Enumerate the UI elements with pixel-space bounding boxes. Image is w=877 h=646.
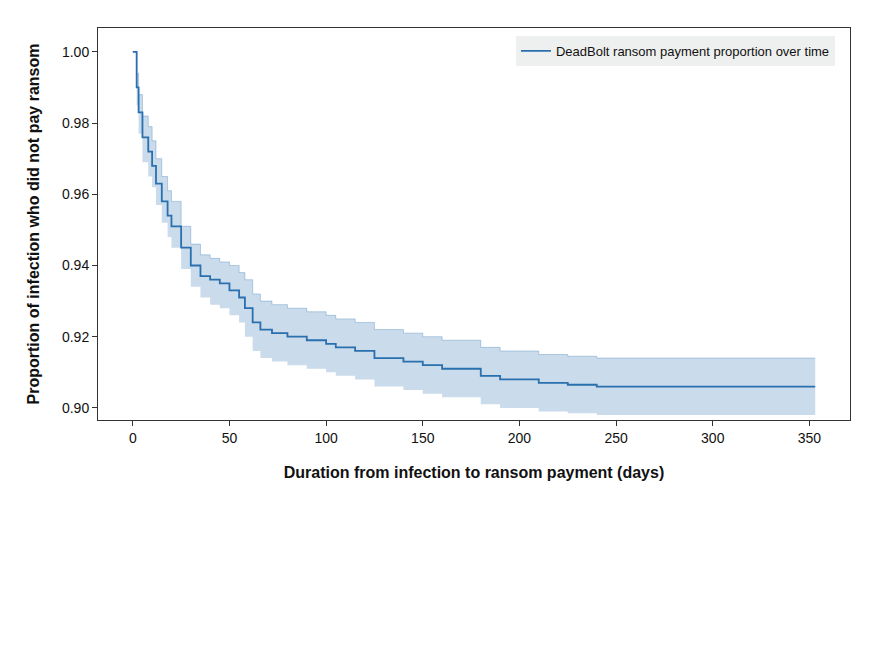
- svg-text:50: 50: [222, 430, 238, 446]
- svg-text:0.92: 0.92: [62, 329, 89, 345]
- svg-text:Proportion of infection who di: Proportion of infection who did not pay …: [25, 44, 42, 405]
- svg-text:200: 200: [508, 430, 532, 446]
- svg-text:DeadBolt ransom payment propor: DeadBolt ransom payment proportion over …: [556, 44, 829, 59]
- svg-text:0.98: 0.98: [62, 115, 89, 131]
- svg-text:0.94: 0.94: [62, 257, 89, 273]
- svg-text:250: 250: [604, 430, 628, 446]
- svg-text:0.96: 0.96: [62, 186, 89, 202]
- svg-text:Duration from infection to ran: Duration from infection to ransom paymen…: [284, 464, 664, 481]
- svg-text:0.90: 0.90: [62, 400, 89, 416]
- svg-text:100: 100: [314, 430, 338, 446]
- svg-text:1.00: 1.00: [62, 44, 89, 60]
- svg-text:350: 350: [798, 430, 822, 446]
- svg-text:300: 300: [701, 430, 725, 446]
- svg-text:0: 0: [129, 430, 137, 446]
- svg-text:150: 150: [411, 430, 435, 446]
